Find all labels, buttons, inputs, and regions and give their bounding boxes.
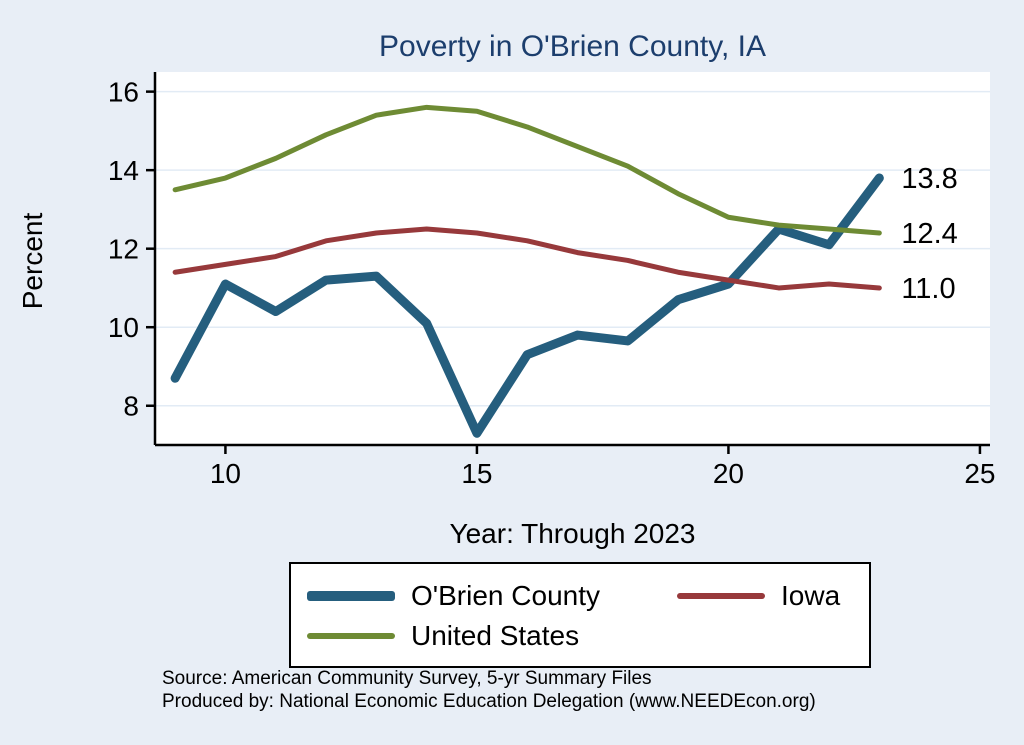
legend-label-united-states: United States	[411, 620, 580, 651]
produced-by-line: Produced by: National Economic Education…	[162, 691, 816, 712]
svg-text:15: 15	[461, 458, 492, 489]
svg-text:12.4: 12.4	[901, 218, 957, 250]
legend: O'Brien County Iowa United States	[289, 562, 871, 668]
legend-label-obrien-county: O'Brien County	[411, 580, 600, 611]
svg-text:16: 16	[108, 76, 139, 107]
source-note: Source: American Community Survey, 5-yr …	[162, 667, 816, 713]
legend-row: United States	[307, 616, 855, 656]
x-axis-title: Year: Through 2023	[449, 518, 696, 549]
svg-text:8: 8	[123, 391, 139, 422]
legend-item-united-states: United States	[307, 620, 677, 652]
legend-item-iowa: Iowa	[677, 580, 840, 612]
source-line: Source: American Community Survey, 5-yr …	[162, 668, 652, 689]
svg-text:20: 20	[713, 458, 744, 489]
svg-text:12: 12	[108, 233, 139, 264]
legend-item-obrien-county: O'Brien County	[307, 580, 677, 612]
svg-text:13.8: 13.8	[901, 163, 957, 195]
svg-text:11.0: 11.0	[901, 273, 955, 305]
iowa-line-swatch	[677, 593, 765, 599]
svg-text:10: 10	[210, 458, 241, 489]
united-states-line-swatch	[307, 633, 395, 639]
chart-title: Poverty in O'Brien County, IA	[379, 30, 766, 63]
legend-label-iowa: Iowa	[781, 580, 841, 611]
svg-text:14: 14	[108, 155, 139, 186]
obrien-county-line-swatch	[307, 591, 395, 601]
svg-text:25: 25	[964, 458, 995, 489]
svg-text:10: 10	[108, 312, 139, 343]
legend-row: O'Brien County Iowa	[307, 576, 855, 616]
